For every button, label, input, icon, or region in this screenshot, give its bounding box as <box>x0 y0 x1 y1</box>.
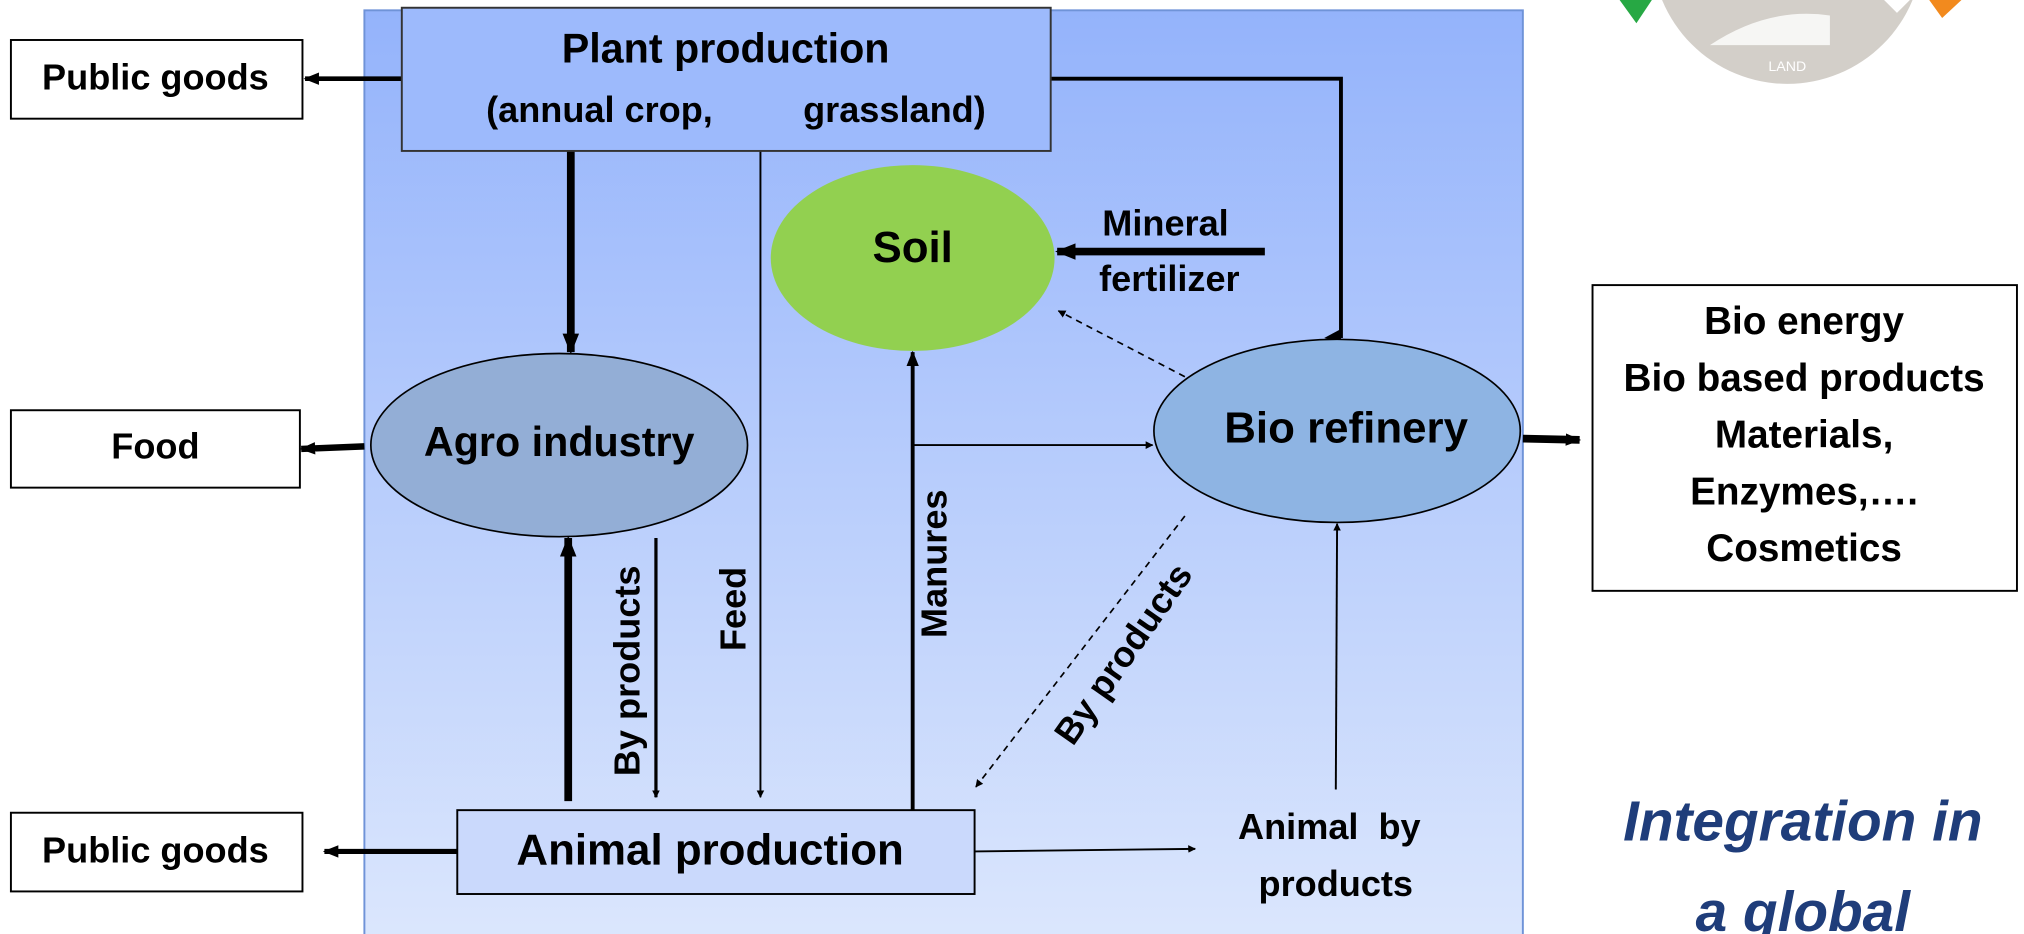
logo-text: LAND <box>1768 59 1806 75</box>
bio-output-line: Bio based products <box>1624 357 1985 400</box>
flow-label: By products <box>607 565 648 776</box>
flow-label: Manures <box>914 490 955 639</box>
animal-production-box <box>456 809 976 895</box>
plant-production-title: Plant production <box>562 26 890 72</box>
bio-outputs-text: Bio energy Bio based products Materials, En… <box>1624 300 1985 570</box>
plant-production-subtitle: (annual crop, grassland) <box>486 89 986 130</box>
plant-production-box <box>400 6 1052 152</box>
flow-label: Feed <box>712 567 753 651</box>
bio-output-line: Cosmetics <box>1706 527 1902 570</box>
bio-refinery-label: Bio refinery <box>1224 403 1468 452</box>
public-goods-box <box>9 811 304 893</box>
soil-node <box>770 165 1055 351</box>
caption: Integration in <box>1623 791 1982 854</box>
flow-label: products <box>1259 863 1413 904</box>
logo: LAND <box>1619 0 1962 84</box>
bio-outputs-box <box>1591 284 2018 592</box>
flow-label: Mineral <box>1102 202 1228 243</box>
bio-refinery-node <box>1153 338 1522 524</box>
bio-output-line: Bio energy <box>1704 300 1904 343</box>
bio-output-line: Materials, <box>1715 414 1893 457</box>
animal-production-label: Animal production <box>516 825 903 874</box>
flow-label: fertilizer <box>1099 258 1239 299</box>
food-label: Food <box>111 425 199 466</box>
food-box <box>9 409 301 489</box>
caption: a global <box>1696 881 1912 934</box>
arrows <box>299 72 1582 858</box>
public-goods-label: Public goods <box>42 829 269 870</box>
soil-label: Soil <box>872 223 952 272</box>
public-goods-box <box>9 39 304 120</box>
agro-industry-label: Agro industry <box>424 419 695 465</box>
public-goods-label: Public goods <box>42 57 269 98</box>
agro-industry-node <box>370 352 749 538</box>
bio-output-line: Enzymes,…. <box>1690 470 1918 513</box>
flow-label: Animal by <box>1238 806 1421 847</box>
